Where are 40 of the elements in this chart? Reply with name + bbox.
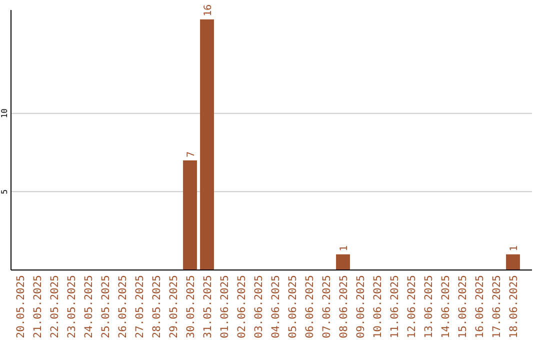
x-tick-label: 11.06.2025 <box>388 275 401 338</box>
x-tick-label: 12.06.2025 <box>406 275 418 338</box>
x-tick-label: 28.05.2025 <box>151 275 164 338</box>
y-tick-label: 5 <box>0 189 9 194</box>
x-tick-label: 08.06.2025 <box>338 275 350 338</box>
x-tick-label: 06.06.2025 <box>304 275 316 338</box>
bar <box>200 19 214 270</box>
bar <box>336 254 350 270</box>
x-tick-label: 27.05.2025 <box>134 275 146 338</box>
x-tick-label: 04.06.2025 <box>270 275 282 338</box>
x-tick-label: 24.05.2025 <box>83 275 96 338</box>
bar <box>183 160 197 270</box>
data-label: 1 <box>508 245 520 252</box>
x-tick-label: 14.06.2025 <box>440 275 452 338</box>
x-tick-label: 30.05.2025 <box>185 275 198 338</box>
x-tick-label: 20.05.2025 <box>15 275 28 338</box>
data-label: 16 <box>203 4 214 16</box>
x-tick-label: 10.06.2025 <box>372 275 384 338</box>
x-tick-label: 03.06.2025 <box>253 275 265 338</box>
x-tick-label: 07.06.2025 <box>321 275 333 338</box>
x-tick-label: 22.05.2025 <box>49 275 62 338</box>
x-tick-label: 01.06.2025 <box>219 275 231 338</box>
data-label: 1 <box>338 245 350 252</box>
x-tick-label: 09.06.2025 <box>354 275 367 338</box>
x-tick-label: 25.05.2025 <box>100 275 112 338</box>
x-tick-label: 16.06.2025 <box>474 275 486 338</box>
bar <box>506 254 520 270</box>
x-tick-label: 17.06.2025 <box>490 275 503 338</box>
x-tick-label: 23.05.2025 <box>66 275 78 338</box>
x-tick-label: 05.06.2025 <box>287 275 299 338</box>
y-tick-label: 10 <box>0 108 9 118</box>
x-tick-label: 02.06.2025 <box>236 275 248 338</box>
x-tick-label: 31.05.2025 <box>202 275 214 338</box>
x-tick-label: 26.05.2025 <box>117 275 130 338</box>
x-tick-label: 15.06.2025 <box>456 275 469 338</box>
x-tick-label: 29.05.2025 <box>168 275 180 338</box>
x-tick-label: 21.05.2025 <box>32 275 44 338</box>
x-tick-label: 13.06.2025 <box>422 275 435 338</box>
x-tick-label: 18.06.2025 <box>508 275 520 338</box>
data-label: 7 <box>186 151 198 158</box>
